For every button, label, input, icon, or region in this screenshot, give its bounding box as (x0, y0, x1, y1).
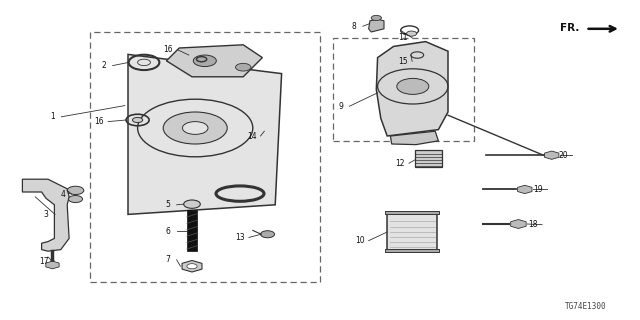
Text: 14: 14 (246, 132, 257, 140)
Circle shape (68, 196, 83, 203)
Circle shape (397, 78, 429, 94)
Text: 18: 18 (529, 220, 538, 229)
Text: 5: 5 (165, 200, 170, 209)
Polygon shape (128, 54, 282, 214)
Polygon shape (166, 45, 262, 77)
Bar (333, 38, 474, 141)
Text: 13: 13 (235, 233, 245, 242)
Polygon shape (390, 131, 438, 145)
Polygon shape (369, 19, 384, 32)
Text: 9: 9 (338, 102, 343, 111)
Text: 17: 17 (38, 257, 49, 266)
Bar (90, 32, 320, 282)
Text: 16: 16 (163, 45, 173, 54)
Text: 7: 7 (165, 255, 170, 264)
Polygon shape (22, 179, 69, 251)
Bar (385, 211, 439, 214)
Circle shape (260, 231, 275, 238)
Polygon shape (182, 260, 202, 272)
Circle shape (67, 186, 84, 195)
Circle shape (163, 112, 227, 144)
Text: 1: 1 (50, 112, 55, 121)
Bar (385, 249, 439, 252)
Circle shape (193, 55, 216, 67)
Text: 4: 4 (60, 190, 65, 199)
Text: TG74E1300: TG74E1300 (564, 302, 607, 311)
Circle shape (371, 15, 381, 20)
Text: 12: 12 (396, 159, 404, 168)
Text: 6: 6 (165, 227, 170, 236)
Circle shape (184, 200, 200, 208)
Text: 10: 10 (355, 236, 365, 245)
Text: 19: 19 (532, 185, 543, 194)
Polygon shape (376, 42, 448, 136)
Text: 8: 8 (351, 22, 356, 31)
Circle shape (187, 264, 197, 269)
Text: 15: 15 (398, 57, 408, 66)
Bar (415, 150, 442, 167)
Text: 3: 3 (44, 210, 49, 219)
Circle shape (132, 117, 143, 123)
Text: 20: 20 (558, 151, 568, 160)
Text: 16: 16 (94, 117, 104, 126)
Circle shape (406, 31, 417, 36)
Text: 11: 11 (399, 33, 408, 42)
Bar (387, 213, 437, 251)
Text: FR.: FR. (560, 23, 579, 33)
Circle shape (182, 122, 208, 134)
Bar (187, 210, 197, 251)
Circle shape (236, 63, 251, 71)
Text: 2: 2 (101, 61, 106, 70)
